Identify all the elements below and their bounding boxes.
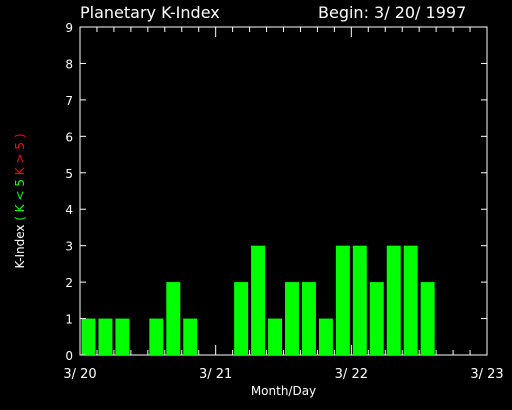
bar [234,282,249,355]
x-tick-label: 3/ 20 [63,367,96,382]
bar [115,318,130,355]
y-tick-label: 2 [65,276,73,290]
bar [183,318,198,355]
bar [166,282,181,355]
y-axis-legend-part: ( [13,216,27,225]
bar [251,245,266,355]
y-axis-legend-part: K < 5 [13,179,27,216]
y-axis: 0 1 2 3 4 5 6 7 8 9 [65,21,487,363]
y-tick-label: 7 [65,94,73,108]
y-axis-label-text: K-Index [13,225,27,269]
y-tick-label: 1 [65,313,73,327]
bar [352,245,367,355]
bar [285,282,299,355]
chart-title: Planetary K-Index [80,3,220,22]
bar [98,318,113,355]
y-tick-label: 9 [65,21,73,35]
bar [81,318,96,355]
y-axis-legend-part: ) [13,133,27,142]
y-axis-legend-part: K > 5 [13,142,27,179]
bar [386,245,401,355]
begin-date: Begin: 3/ 20/ 1997 [318,3,467,22]
x-tick-label: 3/ 23 [470,367,503,382]
y-tick-label: 8 [65,57,73,71]
y-tick-label: 0 [65,349,73,363]
y-tick-label: 3 [65,240,73,254]
bars-group [81,245,435,355]
bar [149,318,164,355]
y-tick-label: 4 [65,203,73,217]
bar [268,318,282,355]
bar [403,245,418,355]
bar [301,282,316,355]
bar [335,245,350,355]
bar [420,282,435,355]
bar [318,318,333,355]
x-tick-label: 3/ 22 [335,367,368,382]
y-tick-label: 6 [65,130,73,144]
x-tick-label: 3/ 21 [199,367,232,382]
y-tick-label: 5 [65,167,73,181]
x-axis: 3/ 20 3/ 21 3/ 22 3/ 23 [63,27,504,382]
x-axis-label: Month/Day [251,384,316,398]
y-axis-label: K-Index ( K < 5 K > 5 ) [13,133,27,268]
bar [369,282,384,355]
